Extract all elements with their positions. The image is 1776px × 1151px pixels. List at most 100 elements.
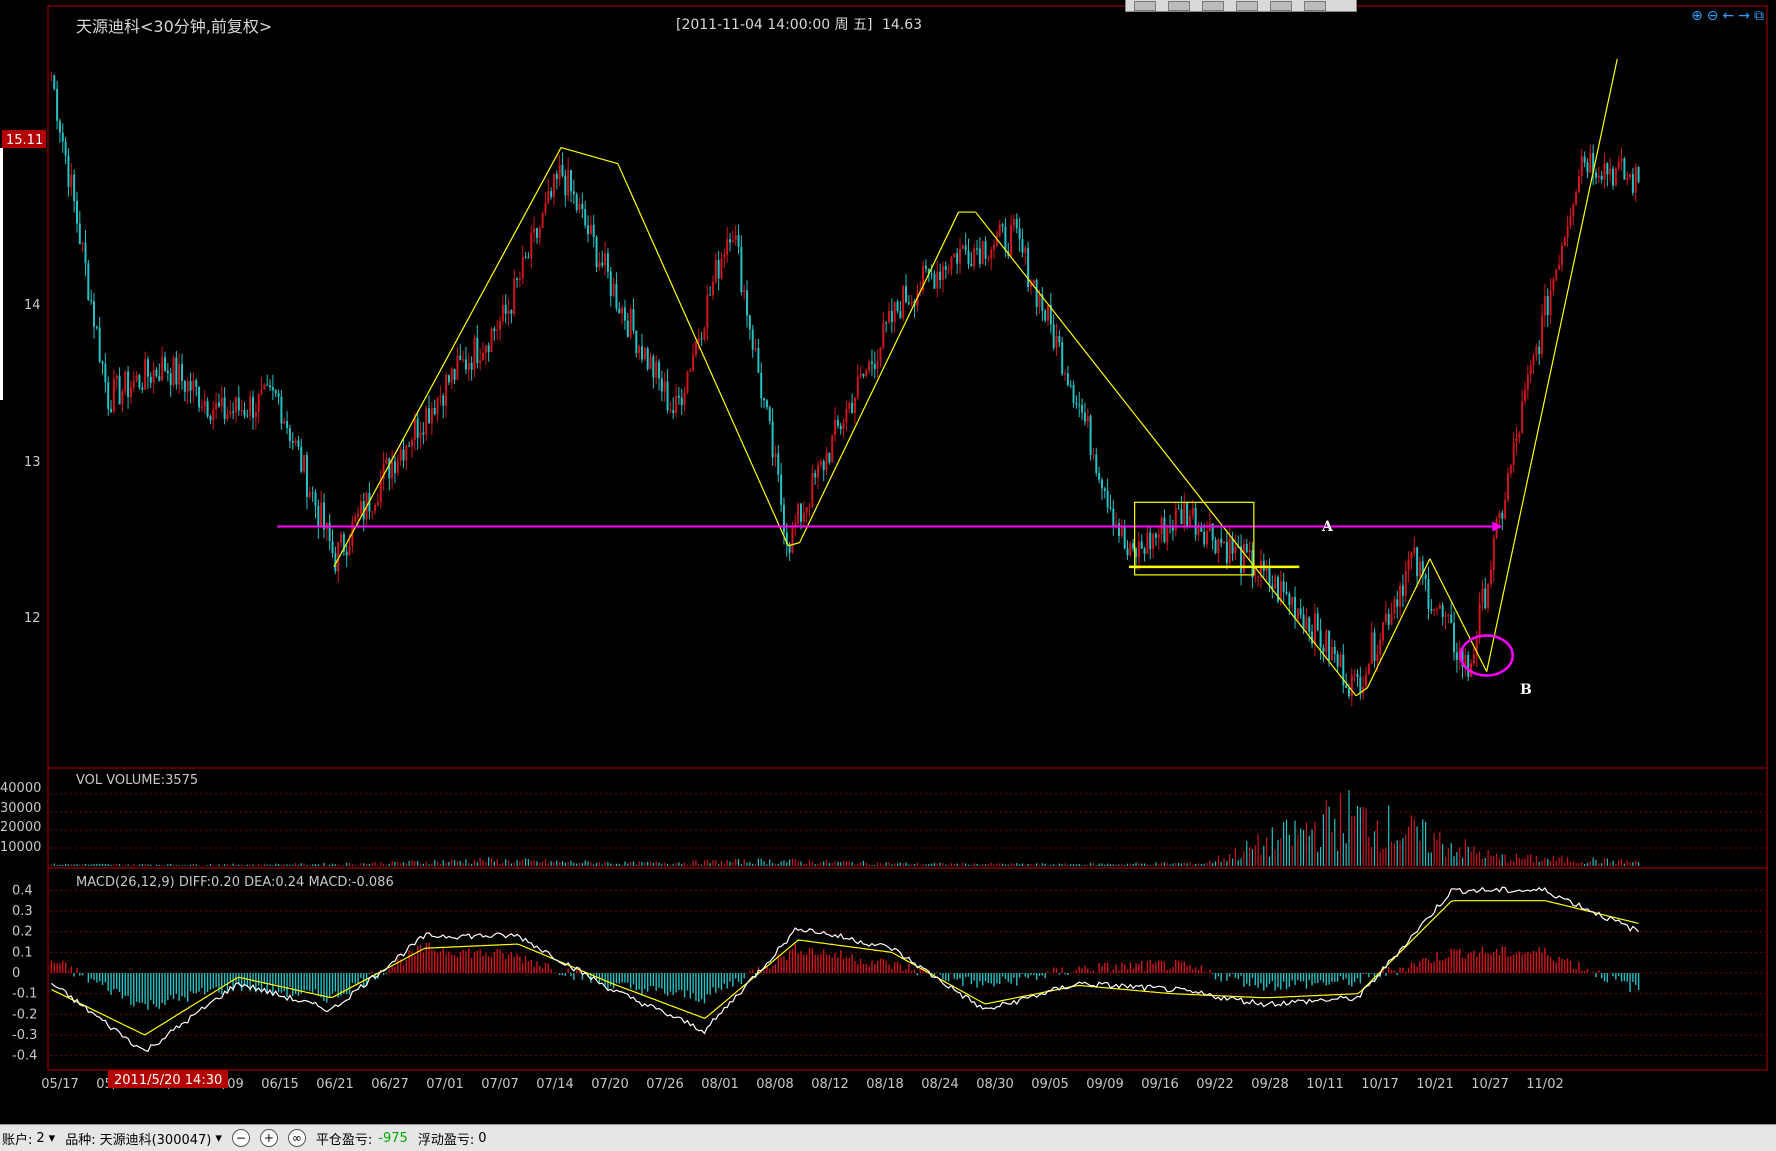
candle-body <box>1594 172 1597 178</box>
candle-body <box>450 368 453 383</box>
candle-body <box>1634 167 1637 193</box>
toolbar-button-1[interactable] <box>1134 0 1156 11</box>
candle-body <box>1629 174 1632 178</box>
candle-body <box>944 266 947 270</box>
candle-body <box>311 492 314 494</box>
candle-body <box>1433 609 1436 611</box>
candle-body <box>240 410 243 412</box>
candle-body <box>1322 647 1325 652</box>
candle-body <box>1609 168 1612 175</box>
chevron-down-icon[interactable]: ▾ <box>48 1130 56 1146</box>
candle-body <box>956 253 959 264</box>
candle-body <box>1373 632 1376 661</box>
candle-body <box>1612 168 1615 186</box>
candle-body <box>1157 534 1160 538</box>
candle-body <box>819 461 822 465</box>
candle-body <box>479 360 482 364</box>
glasses-icon[interactable]: ∞ <box>287 1129 306 1147</box>
candle-body <box>1438 605 1441 609</box>
candle-body <box>1140 541 1143 549</box>
candle-body <box>1558 265 1561 270</box>
account-label: 账户: <box>2 1132 33 1148</box>
status-bar: 账户: 2 ▾ 品种: 天源迪科(300047) ▾ − + ∞ 平仓盈亏: -… <box>0 1124 1776 1151</box>
candle-body <box>1376 654 1379 661</box>
candle-body <box>666 381 669 411</box>
minus-icon[interactable]: − <box>231 1129 250 1147</box>
candle-body <box>1299 608 1302 615</box>
candle-body <box>1044 310 1047 321</box>
toolbar-button-3[interactable] <box>1202 0 1224 11</box>
restore-icon[interactable]: ⧉ <box>1754 8 1764 24</box>
candle-body <box>1109 507 1112 509</box>
candle-body <box>640 346 643 360</box>
candle-body <box>683 392 686 406</box>
candle-body <box>1177 508 1180 510</box>
candle-body <box>1489 569 1492 584</box>
candle-body <box>635 330 638 354</box>
candle-body <box>564 175 567 196</box>
toolbar-button-5[interactable] <box>1270 0 1292 11</box>
candle-body <box>1475 638 1478 655</box>
toolbar-button-6[interactable] <box>1304 0 1326 11</box>
candle-body <box>791 525 794 553</box>
candle-body <box>1257 576 1260 578</box>
candle-body <box>161 357 164 381</box>
candle-body <box>1580 156 1583 177</box>
candle-body <box>129 387 132 398</box>
scroll-left-icon[interactable]: ← <box>1722 8 1735 24</box>
candle-body <box>1555 269 1558 280</box>
candle-body <box>1171 526 1174 531</box>
candle-body <box>1316 613 1319 631</box>
candle-body <box>836 419 839 426</box>
volume-tick-30000: 30000 <box>0 801 41 816</box>
candle-body <box>1285 591 1288 594</box>
candle-body <box>885 322 888 324</box>
candle-body <box>1418 561 1421 577</box>
candle-body <box>158 375 161 381</box>
candle-body <box>1083 412 1086 422</box>
account-field[interactable]: 账户: 2 ▾ <box>2 1129 55 1148</box>
candle-body <box>183 381 186 392</box>
x-axis-label: 10/21 <box>1416 1077 1453 1092</box>
candle-body <box>269 385 272 388</box>
candle-body <box>888 310 891 323</box>
candle-body <box>1427 578 1430 610</box>
trend-line <box>1355 687 1368 697</box>
x-axis-label: 08/08 <box>756 1077 793 1092</box>
zoom-out-icon[interactable]: ⊖ <box>1706 8 1719 24</box>
candle-body <box>623 307 626 321</box>
toolbar-button-2[interactable] <box>1168 0 1190 11</box>
candle-body <box>399 449 402 461</box>
candle-body <box>558 164 561 180</box>
candle-body <box>229 411 232 415</box>
candle-body <box>487 345 490 353</box>
candle-body <box>371 511 374 513</box>
macd-label: MACD(26,12,9) DIFF:0.20 DEA:0.24 MACD:-0… <box>76 875 394 890</box>
candle-body <box>1470 663 1473 677</box>
candle-body <box>220 397 223 407</box>
candle-body <box>859 373 862 377</box>
candle-body <box>848 402 851 409</box>
candle-body <box>254 411 257 418</box>
candle-body <box>1453 623 1456 653</box>
candle-body <box>907 302 910 304</box>
plus-icon[interactable]: + <box>259 1129 278 1147</box>
candle-body <box>805 507 808 513</box>
macd-y-tick: 0.1 <box>12 945 33 960</box>
candle-body <box>1600 175 1603 180</box>
candle-body <box>1614 168 1617 186</box>
candle-body <box>1029 283 1032 287</box>
toolbar-button-4[interactable] <box>1236 0 1258 11</box>
scroll-right-icon[interactable]: → <box>1738 8 1750 24</box>
candle-body <box>1194 507 1197 535</box>
candle-body <box>896 301 899 312</box>
chevron-down-icon[interactable]: ▾ <box>215 1130 222 1146</box>
candle-body <box>964 245 967 251</box>
candle-body <box>379 479 382 503</box>
zoom-in-icon[interactable]: ⊕ <box>1691 8 1703 24</box>
candle-body <box>987 258 990 260</box>
symbol-field[interactable]: 品种: 天源迪科(300047) ▾ <box>65 1129 222 1148</box>
candle-body <box>822 461 825 471</box>
candle-body <box>445 375 448 406</box>
candle-body <box>1188 516 1191 527</box>
